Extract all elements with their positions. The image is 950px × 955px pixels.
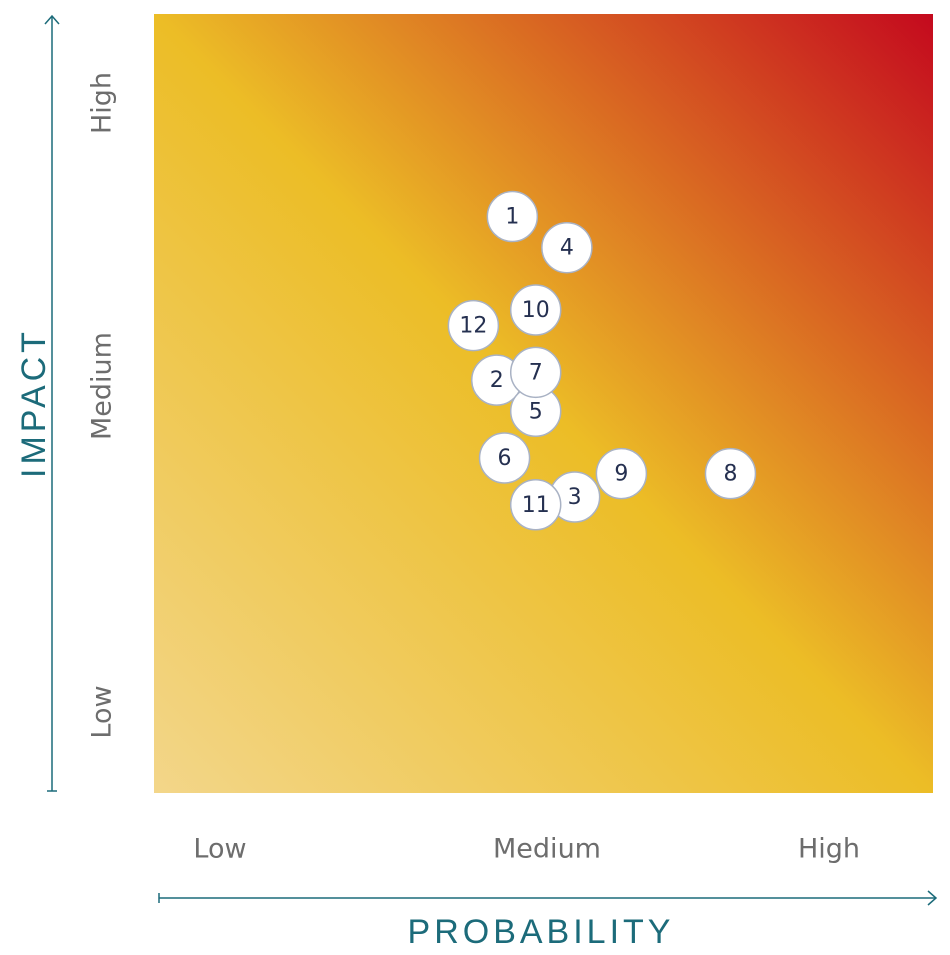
y-axis-title: IMPACT (15, 328, 53, 478)
risk-marker-circle[interactable] (595, 447, 648, 500)
risk-marker-circle[interactable] (447, 299, 500, 352)
risk-marker-label: 5 (529, 399, 543, 424)
risk-marker-circle[interactable] (486, 190, 539, 243)
risk-marker-circle[interactable] (509, 479, 562, 531)
risk-marker-4[interactable]: 4 (541, 221, 593, 274)
y-tick-label-high: High (87, 72, 118, 134)
risk-marker-label: 8 (723, 462, 737, 487)
risk-marker-11[interactable]: 11 (509, 479, 562, 531)
x-axis-title: PROBABILITY (408, 913, 675, 951)
risk-marker-12[interactable]: 12 (447, 299, 500, 352)
risk-marker-label: 10 (522, 298, 550, 323)
risk-marker-circle[interactable] (541, 221, 593, 274)
risk-marker-circle[interactable] (509, 284, 562, 336)
x-tick-label-low: Low (193, 834, 246, 865)
risk-marker-1[interactable]: 1 (486, 190, 539, 243)
risk-marker-label: 2 (490, 368, 504, 393)
risk-marker-circle[interactable] (478, 432, 531, 484)
y-axis-arrowhead (44, 14, 60, 25)
y-tick-label-low: Low (87, 685, 118, 738)
risk-marker-label: 11 (522, 493, 550, 518)
risk-marker-circle[interactable] (704, 447, 757, 500)
risk-marker-9[interactable]: 9 (595, 447, 648, 500)
y-tick-label-medium: Medium (87, 332, 118, 440)
risk-marker-circle[interactable] (509, 346, 562, 399)
risk-marker-label: 7 (529, 360, 543, 385)
risk-marker-7[interactable]: 7 (509, 346, 562, 399)
risk-marker-label: 9 (614, 462, 628, 487)
x-axis-arrowhead (927, 890, 938, 906)
risk-marker-10[interactable]: 10 (509, 284, 562, 336)
risk-marker-8[interactable]: 8 (704, 447, 757, 500)
risk-marker-6[interactable]: 6 (478, 432, 531, 484)
risk-marker-label: 1 (505, 205, 519, 230)
x-tick-label-high: High (798, 834, 860, 865)
risk-marker-label: 4 (560, 236, 574, 261)
risk-marker-label: 3 (568, 485, 582, 510)
risk-marker-label: 6 (498, 446, 512, 471)
x-tick-label-medium: Medium (493, 834, 601, 865)
risk-marker-label: 12 (459, 314, 487, 339)
risk-marker-2[interactable]: 2 (471, 354, 523, 406)
